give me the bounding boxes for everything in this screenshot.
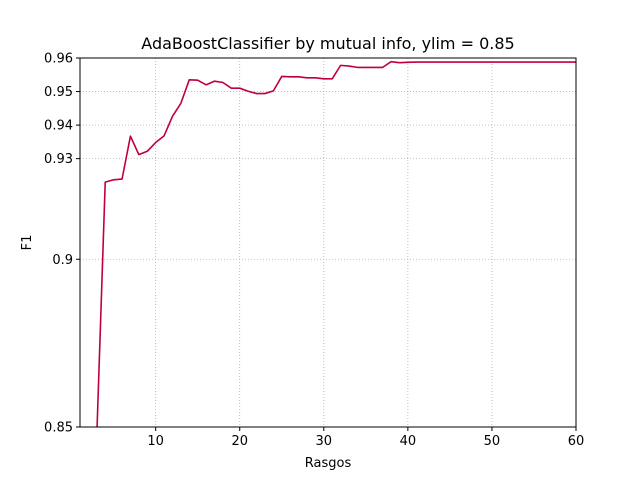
x-tick-label: 60 xyxy=(568,434,585,449)
series-line xyxy=(96,60,576,427)
ticks: 10 20 30 40 50 60 0.85 0.9 0.93 0.94 0.95 0.96 xyxy=(44,52,584,450)
y-tick-label: 0.93 xyxy=(44,152,73,167)
x-tick-label: 10 xyxy=(147,434,164,449)
y-tick-label: 0.95 xyxy=(44,85,73,100)
x-tick-label: 40 xyxy=(400,434,417,449)
chart-title: AdaBoostClassifier by mutual info, ylim … xyxy=(141,34,514,53)
x-tick-label: 20 xyxy=(231,434,248,449)
y-tick-label: 0.9 xyxy=(52,253,73,268)
y-tick-label: 0.85 xyxy=(44,421,73,436)
x-axis-label: Rasgos xyxy=(305,456,352,471)
series-layer xyxy=(96,60,576,427)
y-tick-label: 0.96 xyxy=(44,52,73,67)
plot-frame xyxy=(79,57,577,428)
x-tick-label: 50 xyxy=(484,434,501,449)
y-axis-label: F1 xyxy=(20,235,35,251)
x-tick-label: 30 xyxy=(316,434,333,449)
y-tick-label: 0.94 xyxy=(44,119,73,134)
plot-area xyxy=(80,58,576,427)
